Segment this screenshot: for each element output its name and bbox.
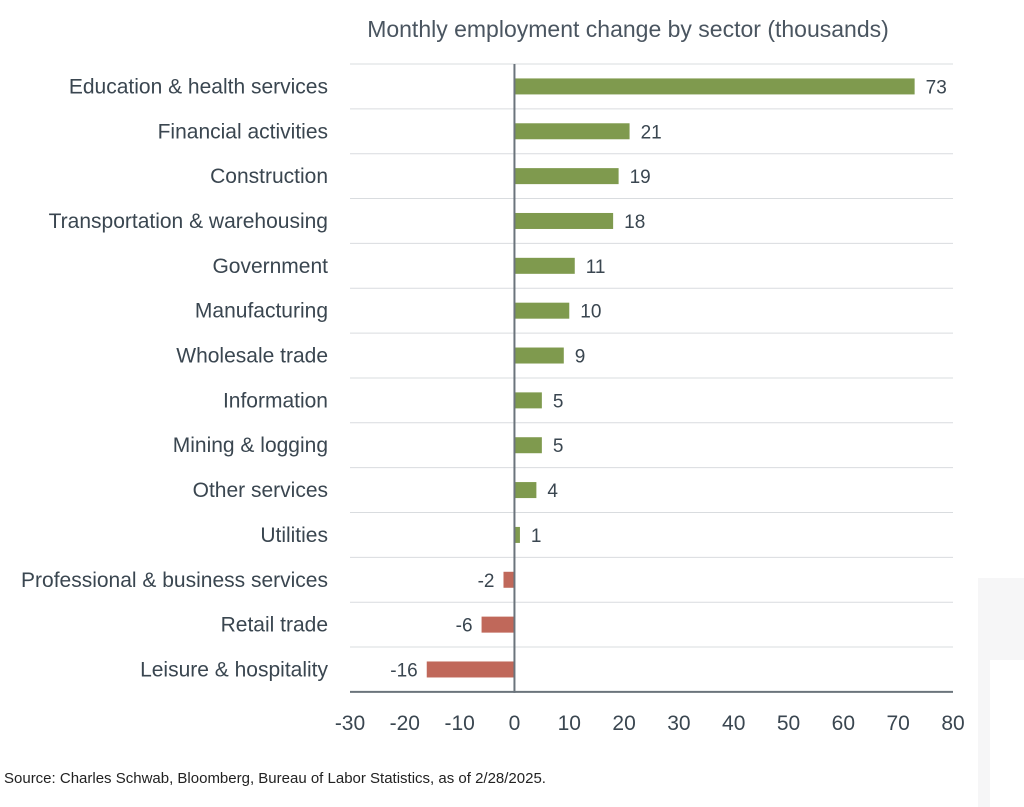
data-label: 9 bbox=[575, 347, 586, 368]
category-label: Education & health services bbox=[69, 75, 328, 98]
bar bbox=[514, 257, 575, 274]
category-label: Leisure & hospitality bbox=[140, 658, 328, 681]
data-label: 10 bbox=[580, 302, 601, 323]
data-label: 21 bbox=[641, 122, 662, 143]
x-tick-label: 20 bbox=[612, 712, 635, 735]
data-label: 18 bbox=[624, 212, 645, 233]
bar bbox=[426, 661, 515, 678]
category-label: Government bbox=[212, 255, 328, 278]
x-tick-label: 40 bbox=[722, 712, 745, 735]
bar bbox=[514, 437, 542, 454]
category-label: Information bbox=[223, 389, 328, 412]
data-label: 5 bbox=[553, 391, 564, 412]
data-label: -16 bbox=[390, 660, 417, 681]
bar bbox=[514, 168, 619, 185]
bar bbox=[514, 347, 564, 364]
x-tick-label: -30 bbox=[335, 712, 365, 735]
x-tick-label: 30 bbox=[667, 712, 690, 735]
bar bbox=[481, 616, 515, 633]
category-label: Wholesale trade bbox=[176, 345, 328, 368]
grid-lines bbox=[350, 63, 953, 648]
bar bbox=[514, 212, 614, 229]
data-label: 4 bbox=[547, 481, 558, 502]
x-axis: -30 -20 -10 0 10 20 30 40 50 60 70 80 bbox=[335, 64, 965, 735]
bar bbox=[514, 302, 570, 319]
x-tick-label: 50 bbox=[777, 712, 800, 735]
x-tick-label: 10 bbox=[558, 712, 581, 735]
data-label: 5 bbox=[553, 436, 564, 457]
data-label: 73 bbox=[926, 77, 947, 98]
chart-title: Monthly employment change by sector (tho… bbox=[367, 16, 889, 42]
data-label: -6 bbox=[456, 616, 473, 637]
source-note: Source: Charles Schwab, Bloomberg, Burea… bbox=[4, 770, 546, 787]
data-label: 19 bbox=[630, 167, 651, 188]
value-labels: 73 21 19 18 11 10 9 5 5 4 1 -2 -6 -16 bbox=[390, 77, 946, 681]
bar bbox=[514, 482, 537, 499]
category-label: Utilities bbox=[260, 524, 328, 547]
bar bbox=[514, 526, 520, 543]
category-label: Retail trade bbox=[221, 614, 328, 637]
category-label: Construction bbox=[210, 165, 328, 188]
x-tick-label: 0 bbox=[509, 712, 521, 735]
category-label: Manufacturing bbox=[195, 300, 328, 323]
category-label: Financial activities bbox=[158, 120, 328, 143]
data-label: -2 bbox=[478, 571, 495, 592]
x-tick-label: 70 bbox=[887, 712, 910, 735]
category-label: Transportation & warehousing bbox=[49, 210, 328, 233]
bar bbox=[514, 392, 542, 409]
x-tick-label: 60 bbox=[832, 712, 855, 735]
bar bbox=[503, 571, 515, 588]
bars bbox=[426, 78, 915, 678]
data-label: 1 bbox=[531, 526, 542, 547]
x-tick-label: 80 bbox=[941, 712, 964, 735]
category-label: Mining & logging bbox=[173, 434, 328, 457]
x-tick-label: -20 bbox=[390, 712, 420, 735]
category-label: Other services bbox=[193, 479, 328, 502]
bar bbox=[514, 123, 630, 140]
bar bbox=[514, 78, 915, 95]
category-labels: Education & health services Financial act… bbox=[21, 75, 328, 681]
x-tick-label: -10 bbox=[444, 712, 474, 735]
category-label: Professional & business services bbox=[21, 569, 328, 592]
data-label: 11 bbox=[586, 257, 606, 278]
background-panel-inner bbox=[990, 660, 1024, 807]
